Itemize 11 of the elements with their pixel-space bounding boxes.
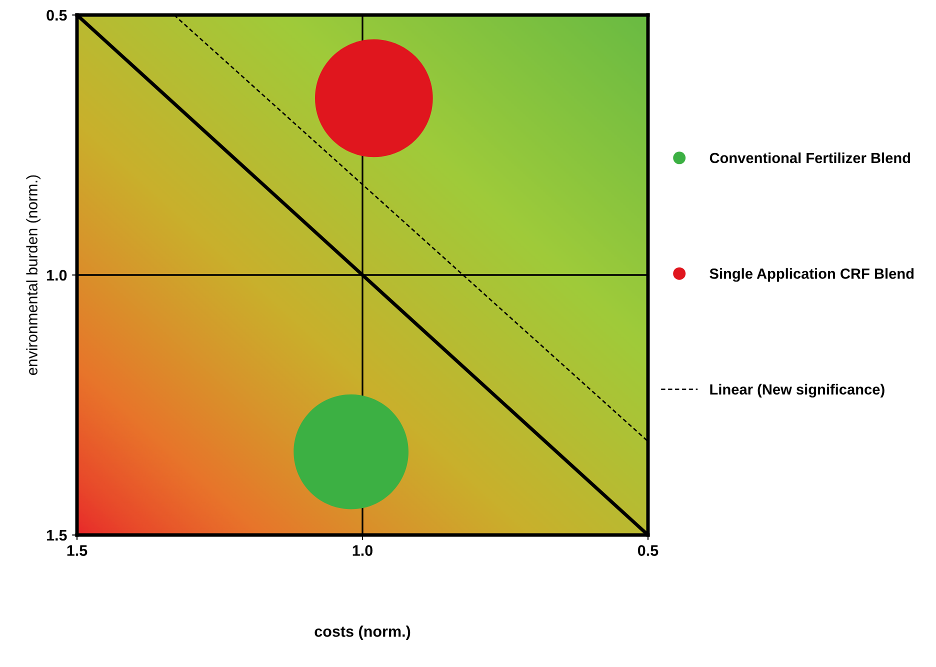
legend-label: Conventional Fertilizer Blend	[710, 152, 910, 164]
legend-label: Single Application CRF Blend	[710, 268, 914, 282]
y-tick-label: 1.5	[47, 530, 67, 541]
x-tick-label: 1.5	[67, 545, 88, 556]
legend-label: Linear (New significance)	[710, 384, 884, 398]
x-axis-title: costs (norm.)	[314, 626, 410, 640]
x-tick-label: 0.5	[638, 545, 658, 556]
y-tick-label: 1.0	[47, 270, 67, 281]
x-tick-label: 1.0	[352, 545, 372, 556]
y-axis-title: environmental burden (norm.)	[26, 175, 40, 375]
y-tick-label: 0.5	[46, 10, 67, 21]
